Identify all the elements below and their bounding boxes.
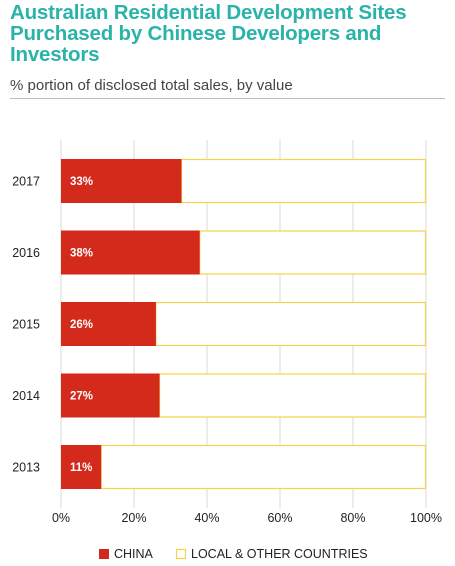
x-tick-label: 80%	[340, 511, 365, 525]
data-label: 27%	[70, 391, 93, 403]
x-tick-label: 0%	[52, 511, 70, 525]
bar-china	[61, 302, 156, 346]
bar-china	[61, 373, 160, 418]
legend-swatch-china	[99, 549, 109, 559]
y-category-label: 2016	[12, 246, 40, 260]
x-tick-label: 20%	[121, 511, 146, 525]
bar-local-other	[158, 373, 427, 418]
legend-label-china: CHINA	[114, 547, 154, 561]
bar-local-other	[180, 158, 427, 204]
bar-china	[61, 159, 182, 203]
chart-title: Australian Residential Development Sites…	[10, 1, 407, 66]
title-divider	[10, 98, 445, 99]
legend-swatch-local-other	[175, 548, 187, 560]
bar-china	[61, 230, 200, 275]
data-label: 11%	[70, 462, 92, 474]
data-label: 26%	[70, 319, 93, 331]
bar-local-other	[155, 301, 427, 347]
y-category-label: 2014	[12, 389, 40, 403]
data-label: 38%	[70, 248, 93, 260]
x-tick-label: 60%	[267, 511, 292, 525]
y-category-label: 2013	[12, 461, 40, 475]
legend-label-local-other: LOCAL & OTHER COUNTRIES	[191, 547, 368, 561]
y-category-label: 2015	[12, 318, 40, 332]
y-category-label: 2017	[12, 175, 40, 189]
x-tick-label: 40%	[194, 511, 219, 525]
bar-local-other	[100, 444, 427, 490]
chart-subtitle: % portion of disclosed total sales, by v…	[10, 77, 293, 94]
data-label: 33%	[70, 176, 93, 188]
bar-china	[61, 445, 102, 489]
x-tick-label: 100%	[410, 511, 442, 525]
bar-local-other	[199, 230, 427, 275]
